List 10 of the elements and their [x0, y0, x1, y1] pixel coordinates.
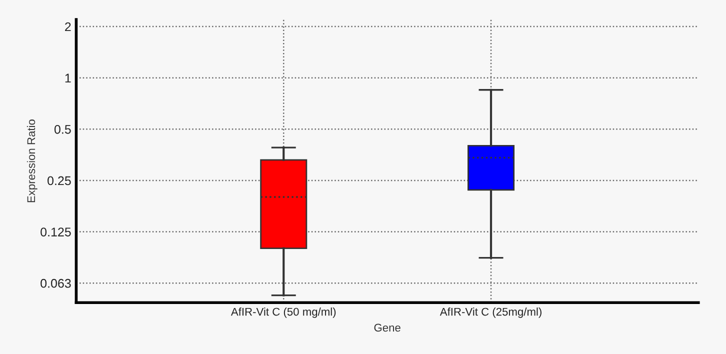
y-tick-label: 0.063	[40, 278, 71, 288]
y-tick-label: 2	[65, 22, 71, 32]
y-tick-label: 1	[65, 74, 71, 82]
x-axis-title: Gene	[374, 324, 400, 332]
y-tick-label: 0.5	[54, 124, 71, 134]
y-tick-label: 0.125	[40, 228, 71, 236]
x-tick-label: AfIR-Vit C (25mg/ml)	[440, 308, 542, 318]
y-tick-label: 0.25	[48, 176, 71, 186]
y-axis-title: Expression Ratio	[26, 120, 38, 202]
x-tick-label: AfIR-Vit C (50 mg/ml)	[230, 308, 336, 318]
